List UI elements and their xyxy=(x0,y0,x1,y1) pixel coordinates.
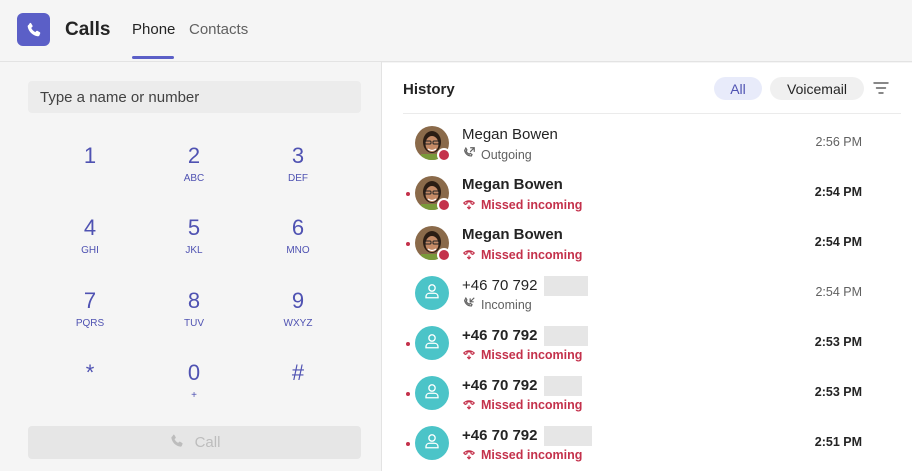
status-badge xyxy=(437,148,451,162)
contact-avatar xyxy=(415,226,449,260)
call-time: 2:53 PM xyxy=(814,335,862,349)
missed-call-icon xyxy=(462,396,476,413)
person-icon xyxy=(423,432,441,455)
dial-key-5[interactable]: 5 JKL xyxy=(185,215,203,256)
incoming-call-icon xyxy=(462,296,476,313)
filter-icon[interactable] xyxy=(872,80,890,96)
phone-app-icon xyxy=(17,13,50,46)
missed-call-icon xyxy=(462,446,476,463)
caller-name: +46 70 792 xyxy=(462,426,592,446)
filter-voicemail-button[interactable]: Voicemail xyxy=(770,77,864,100)
call-time: 2:53 PM xyxy=(814,385,862,399)
unread-indicator xyxy=(406,242,410,246)
app-title: Calls xyxy=(65,19,111,40)
missed-call-icon xyxy=(462,346,476,363)
filter-all-button[interactable]: All xyxy=(714,77,762,100)
contact-avatar xyxy=(415,276,449,310)
panel-divider xyxy=(381,62,382,471)
call-time: 2:54 PM xyxy=(814,185,862,199)
call-time: 2:56 PM xyxy=(815,135,862,149)
caller-name: +46 70 792 xyxy=(462,376,582,396)
active-tab-indicator xyxy=(132,56,174,59)
dial-key-3[interactable]: 3 DEF xyxy=(288,143,308,184)
dial-key-7[interactable]: 7 PQRS xyxy=(75,288,105,329)
missed-call-icon xyxy=(462,196,476,213)
call-time: 2:51 PM xyxy=(814,435,862,449)
dial-key-star[interactable]: * xyxy=(85,360,95,385)
call-type: Incoming xyxy=(462,296,532,313)
status-badge xyxy=(437,248,451,262)
tab-phone[interactable]: Phone xyxy=(132,21,176,38)
history-row[interactable]: Megan Bowen Outgoing 2:56 PM xyxy=(382,118,912,168)
caller-name: Megan Bowen xyxy=(462,226,563,243)
call-type: Missed incoming xyxy=(462,396,582,413)
dial-key-9[interactable]: 9 WXYZ xyxy=(283,288,313,329)
history-title: History xyxy=(403,81,455,98)
history-row[interactable]: +46 70 792 Incoming 2:54 PM xyxy=(382,268,912,318)
dial-key-4[interactable]: 4 GHI xyxy=(81,215,99,256)
call-type: Missed incoming xyxy=(462,196,582,213)
missed-call-icon xyxy=(462,246,476,263)
history-row[interactable]: +46 70 792 Missed incoming 2:51 PM xyxy=(382,418,912,468)
caller-name: +46 70 792 xyxy=(462,326,588,346)
unread-indicator xyxy=(406,342,410,346)
outgoing-call-icon xyxy=(462,146,476,163)
call-button-label: Call xyxy=(194,434,221,451)
header: Calls Phone Contacts xyxy=(0,0,912,62)
caller-name: Megan Bowen xyxy=(462,176,563,193)
person-icon xyxy=(423,382,441,405)
status-badge xyxy=(437,198,451,212)
history-row[interactable]: +46 70 792 Missed incoming 2:53 PM xyxy=(382,368,912,418)
call-type: Missed incoming xyxy=(462,446,582,463)
call-time: 2:54 PM xyxy=(815,285,862,299)
unread-indicator xyxy=(406,392,410,396)
person-icon xyxy=(423,282,441,305)
unread-indicator xyxy=(406,192,410,196)
person-icon xyxy=(423,332,441,355)
redacted-digits xyxy=(543,376,582,396)
dial-key-2[interactable]: 2 ABC xyxy=(183,143,205,184)
redacted-digits xyxy=(543,326,588,346)
redacted-digits xyxy=(543,276,588,296)
call-type: Missed incoming xyxy=(462,246,582,263)
caller-name: +46 70 792 xyxy=(462,276,588,296)
call-type: Outgoing xyxy=(462,146,532,163)
history-panel: History All Voicemail Megan Bowen Outgoi… xyxy=(382,63,912,471)
history-divider xyxy=(403,113,901,114)
dial-key-6[interactable]: 6 MNO xyxy=(286,215,310,256)
redacted-digits xyxy=(543,426,592,446)
history-row[interactable]: Megan Bowen Missed incoming 2:54 PM xyxy=(382,218,912,268)
dial-input[interactable] xyxy=(28,81,361,113)
dial-key-8[interactable]: 8 TUV xyxy=(184,288,204,329)
unread-indicator xyxy=(406,442,410,446)
call-type: Missed incoming xyxy=(462,346,582,363)
dial-key-hash[interactable]: # xyxy=(291,360,305,385)
caller-name: Megan Bowen xyxy=(462,126,558,143)
tab-contacts[interactable]: Contacts xyxy=(189,21,249,38)
contact-avatar xyxy=(415,426,449,460)
contact-avatar xyxy=(415,326,449,360)
history-row[interactable]: +46 70 792 Missed incoming 2:53 PM xyxy=(382,318,912,368)
dial-key-0[interactable]: 0 + xyxy=(187,360,201,401)
history-row[interactable]: Megan Bowen Missed incoming 2:54 PM xyxy=(382,168,912,218)
dial-key-1[interactable]: 1 xyxy=(83,143,97,168)
phone-icon xyxy=(169,433,185,453)
call-button[interactable]: Call xyxy=(28,426,361,459)
contact-avatar xyxy=(415,376,449,410)
call-time: 2:54 PM xyxy=(814,235,862,249)
